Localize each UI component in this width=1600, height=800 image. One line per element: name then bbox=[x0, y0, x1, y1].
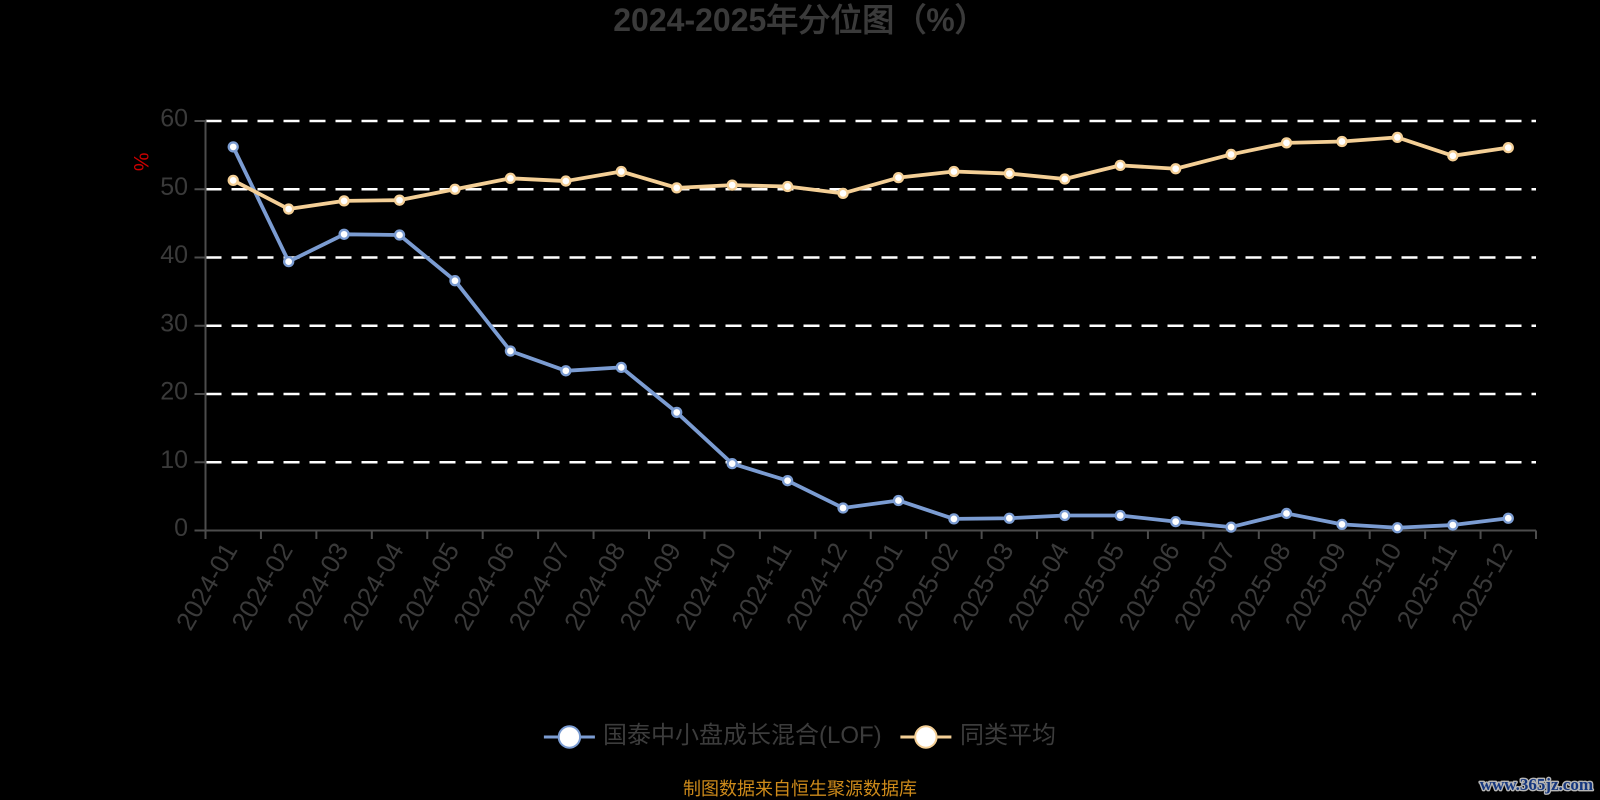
svg-text:www.365jz.com: www.365jz.com bbox=[1480, 775, 1593, 794]
svg-text:50: 50 bbox=[160, 173, 188, 201]
svg-text:同类平均: 同类平均 bbox=[960, 722, 1056, 749]
svg-text:2024-2025年分位图（%）: 2024-2025年分位图（%） bbox=[613, 2, 987, 38]
svg-text:%: % bbox=[129, 152, 152, 171]
svg-text:30: 30 bbox=[160, 309, 188, 337]
svg-text:制图数据来自恒生聚源数据库: 制图数据来自恒生聚源数据库 bbox=[683, 779, 917, 799]
svg-text:40: 40 bbox=[160, 241, 188, 269]
svg-text:0: 0 bbox=[174, 514, 188, 542]
svg-text:国泰中小盘成长混合(LOF): 国泰中小盘成长混合(LOF) bbox=[603, 722, 882, 749]
svg-text:10: 10 bbox=[160, 446, 188, 474]
svg-text:20: 20 bbox=[160, 378, 188, 406]
svg-text:60: 60 bbox=[160, 105, 188, 133]
